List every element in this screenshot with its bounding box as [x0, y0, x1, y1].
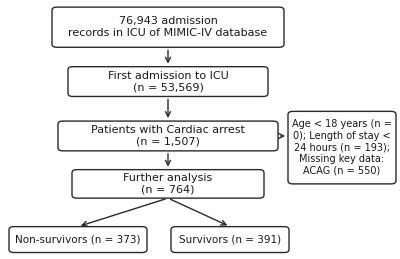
Text: Age < 18 years (n =
0); Length of stay <
24 hours (n = 193);
Missing key data:
A: Age < 18 years (n = 0); Length of stay <… — [292, 119, 392, 176]
Text: Survivors (n = 391): Survivors (n = 391) — [179, 235, 281, 244]
Text: Further analysis
(n = 764): Further analysis (n = 764) — [123, 173, 213, 195]
FancyBboxPatch shape — [68, 67, 268, 96]
Text: Patients with Cardiac arrest
(n = 1,507): Patients with Cardiac arrest (n = 1,507) — [91, 125, 245, 147]
FancyBboxPatch shape — [9, 227, 147, 253]
FancyBboxPatch shape — [171, 227, 289, 253]
FancyBboxPatch shape — [52, 7, 284, 47]
FancyBboxPatch shape — [72, 170, 264, 198]
FancyBboxPatch shape — [58, 121, 278, 151]
FancyBboxPatch shape — [288, 111, 396, 184]
Text: 76,943 admission
records in ICU of MIMIC-IV database: 76,943 admission records in ICU of MIMIC… — [68, 16, 268, 38]
Text: First admission to ICU
(n = 53,569): First admission to ICU (n = 53,569) — [108, 71, 228, 92]
Text: Non-survivors (n = 373): Non-survivors (n = 373) — [15, 235, 141, 244]
